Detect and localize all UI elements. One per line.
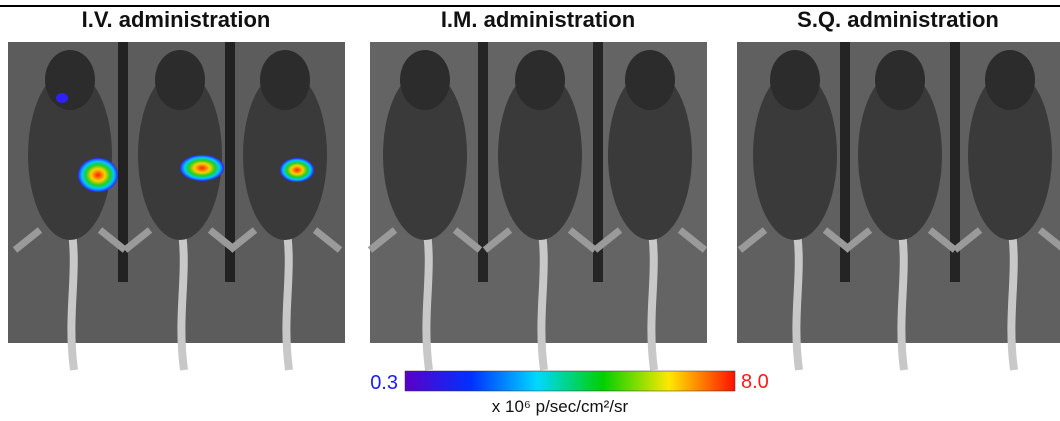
figure: I.V. administration I.M. administration … [0, 0, 1060, 421]
colorbar-max: 8.0 [741, 371, 769, 393]
panel-title: S.Q. administration [797, 7, 999, 32]
colorbar-unit: x 10⁶ p/sec/cm²/sr [492, 397, 629, 416]
panel-sq [737, 42, 1060, 370]
panel-im [370, 42, 707, 370]
panel-title: I.M. administration [441, 7, 635, 32]
panel-title: I.V. administration [82, 7, 271, 32]
panel-iv [8, 42, 345, 370]
colorbar-min: 0.3 [370, 372, 398, 394]
colorbar [405, 371, 735, 391]
